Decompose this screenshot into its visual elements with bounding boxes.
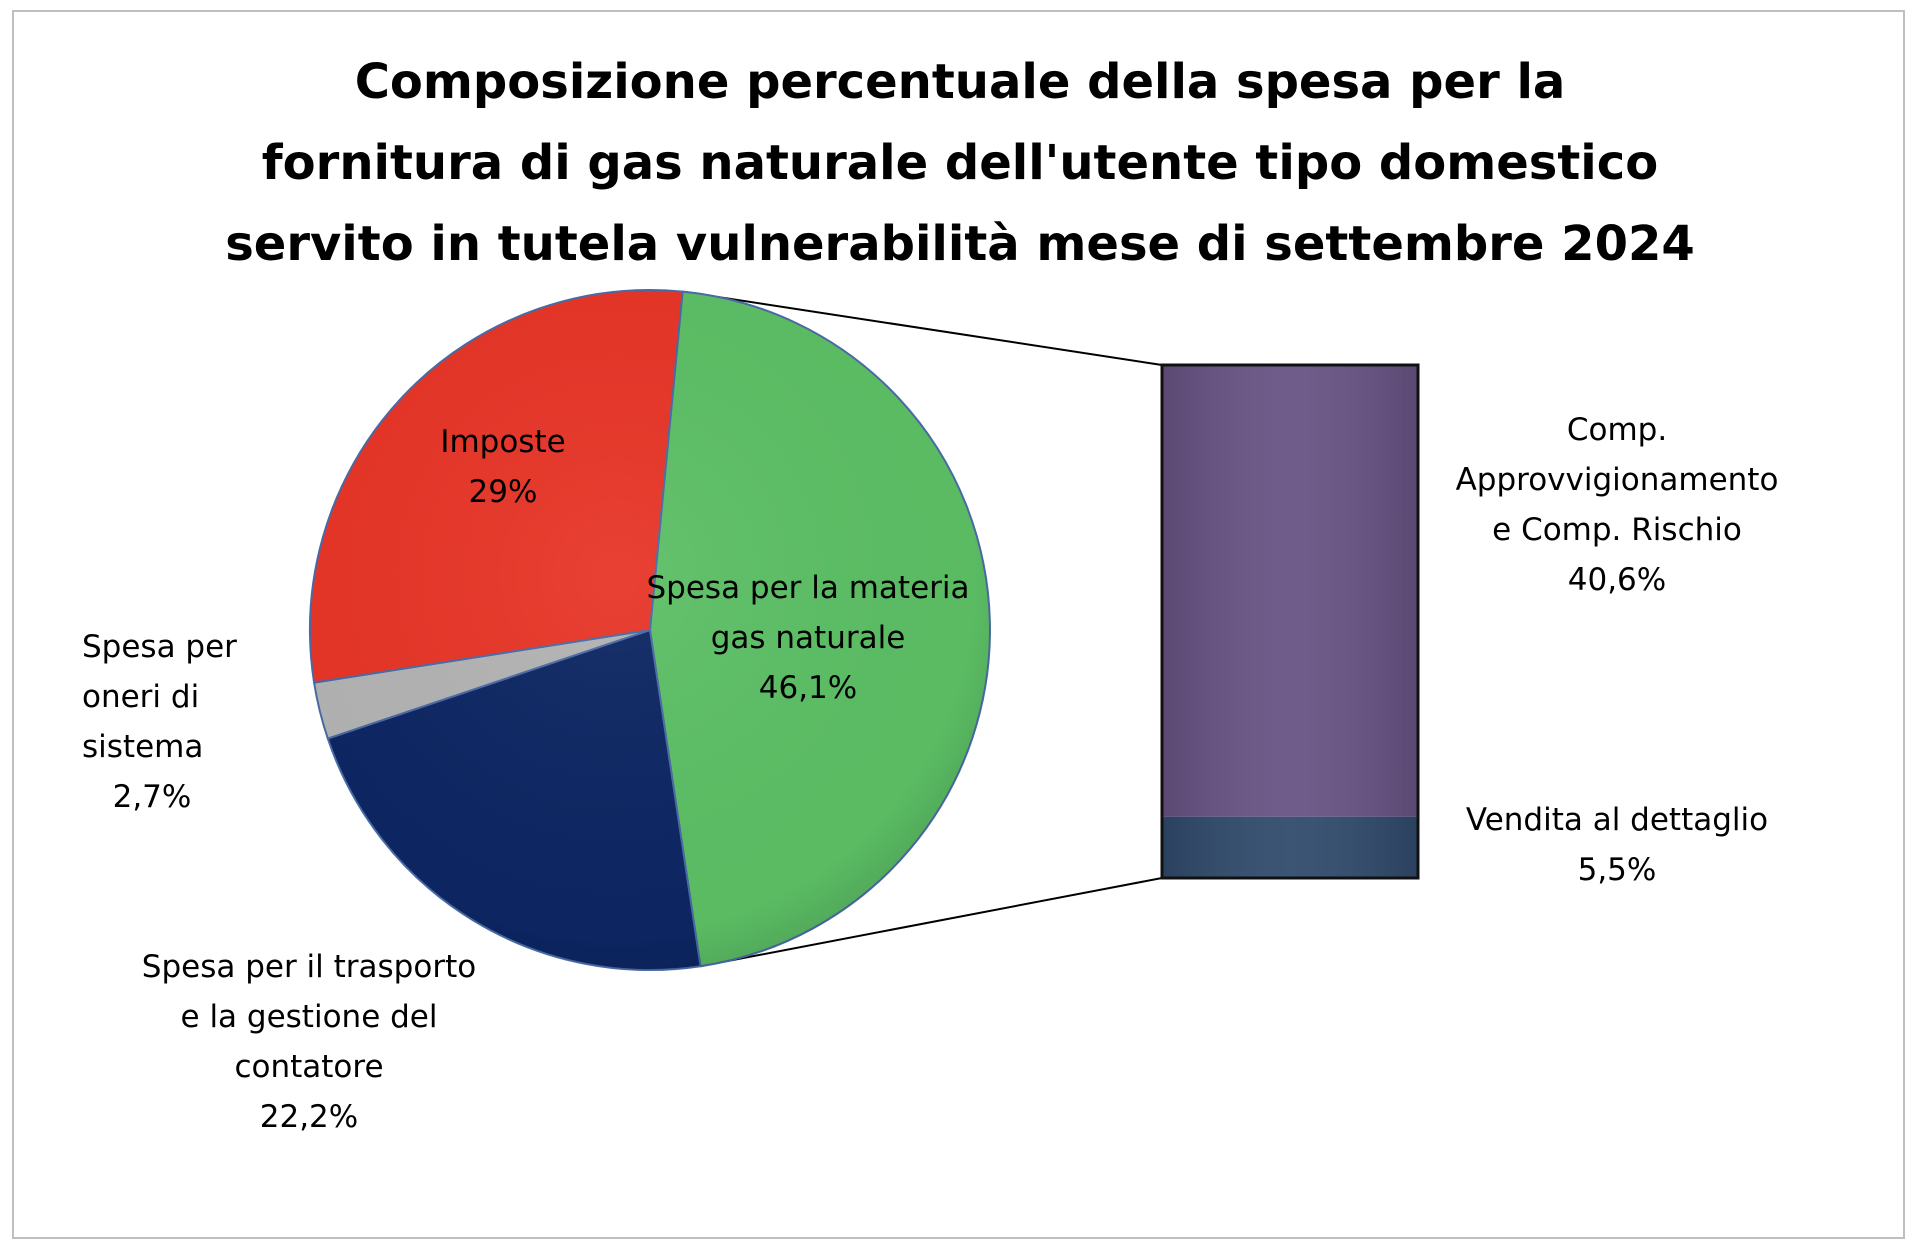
data-label-trasporto: Spesa per il trasporto e la gestione del c… <box>142 949 476 1135</box>
data-label-approvvigionamento-line-2: Approvvigionamento <box>1456 462 1779 498</box>
bar-outline <box>1160 363 1420 880</box>
data-label-vendita-line-1: Vendita al dettaglio <box>1466 802 1768 838</box>
connector-lines <box>682 290 1163 968</box>
data-label-oneri-line-3: sistema <box>82 729 203 765</box>
connector-line-bottom <box>700 877 1163 968</box>
data-label-materia-line-1: Spesa per la materia <box>646 570 969 606</box>
chart-title-line-2: fornitura di gas naturale dell'utente ti… <box>261 135 1659 191</box>
data-label-oneri-value: 2,7% <box>113 779 192 815</box>
breakdown-bar <box>1160 363 1420 880</box>
data-label-oneri-line-2: oneri di <box>82 679 199 715</box>
data-label-approvvigionamento-line-3: e Comp. Rischio <box>1492 512 1742 548</box>
data-label-oneri: Spesa per oneri di sistema 2,7% <box>82 629 237 815</box>
data-label-vendita: Vendita al dettaglio 5,5% <box>1466 802 1768 888</box>
data-label-oneri-line-1: Spesa per <box>82 629 237 665</box>
data-label-materia-line-2: gas naturale <box>711 620 906 656</box>
data-label-imposte-line-1: Imposte <box>440 424 565 460</box>
data-label-approvvigionamento-value: 40,6% <box>1568 562 1666 598</box>
data-label-trasporto-line-2: e la gestione del <box>181 999 438 1035</box>
data-label-imposte-value: 29% <box>469 474 538 510</box>
data-label-trasporto-line-3: contatore <box>234 1049 383 1085</box>
bar-segment-shade-vendita <box>1162 816 1418 878</box>
data-label-materia-value: 46,1% <box>759 670 857 706</box>
chart-title-line-3: servito in tutela vulnerabilità mese di … <box>225 216 1695 272</box>
pie-shading <box>310 290 990 970</box>
data-label-approvvigionamento-line-1: Comp. <box>1567 412 1667 448</box>
data-label-imposte: Imposte 29% <box>440 424 565 510</box>
data-label-materia: Spesa per la materia gas naturale 46,1% <box>646 570 969 706</box>
data-label-trasporto-value: 22,2% <box>260 1099 358 1135</box>
connector-line-top <box>682 290 1163 366</box>
data-label-vendita-value: 5,5% <box>1578 852 1657 888</box>
chart-title: Composizione percentuale della spesa per… <box>0 42 1920 285</box>
data-label-trasporto-line-1: Spesa per il trasporto <box>142 949 476 985</box>
pie <box>309 289 991 971</box>
bar-segment-shade-approvvigionamento <box>1162 365 1418 817</box>
data-label-approvvigionamento: Comp. Approvvigionamento e Comp. Rischio 40… <box>1456 412 1779 598</box>
chart-title-line-1: Composizione percentuale della spesa per… <box>354 54 1566 110</box>
